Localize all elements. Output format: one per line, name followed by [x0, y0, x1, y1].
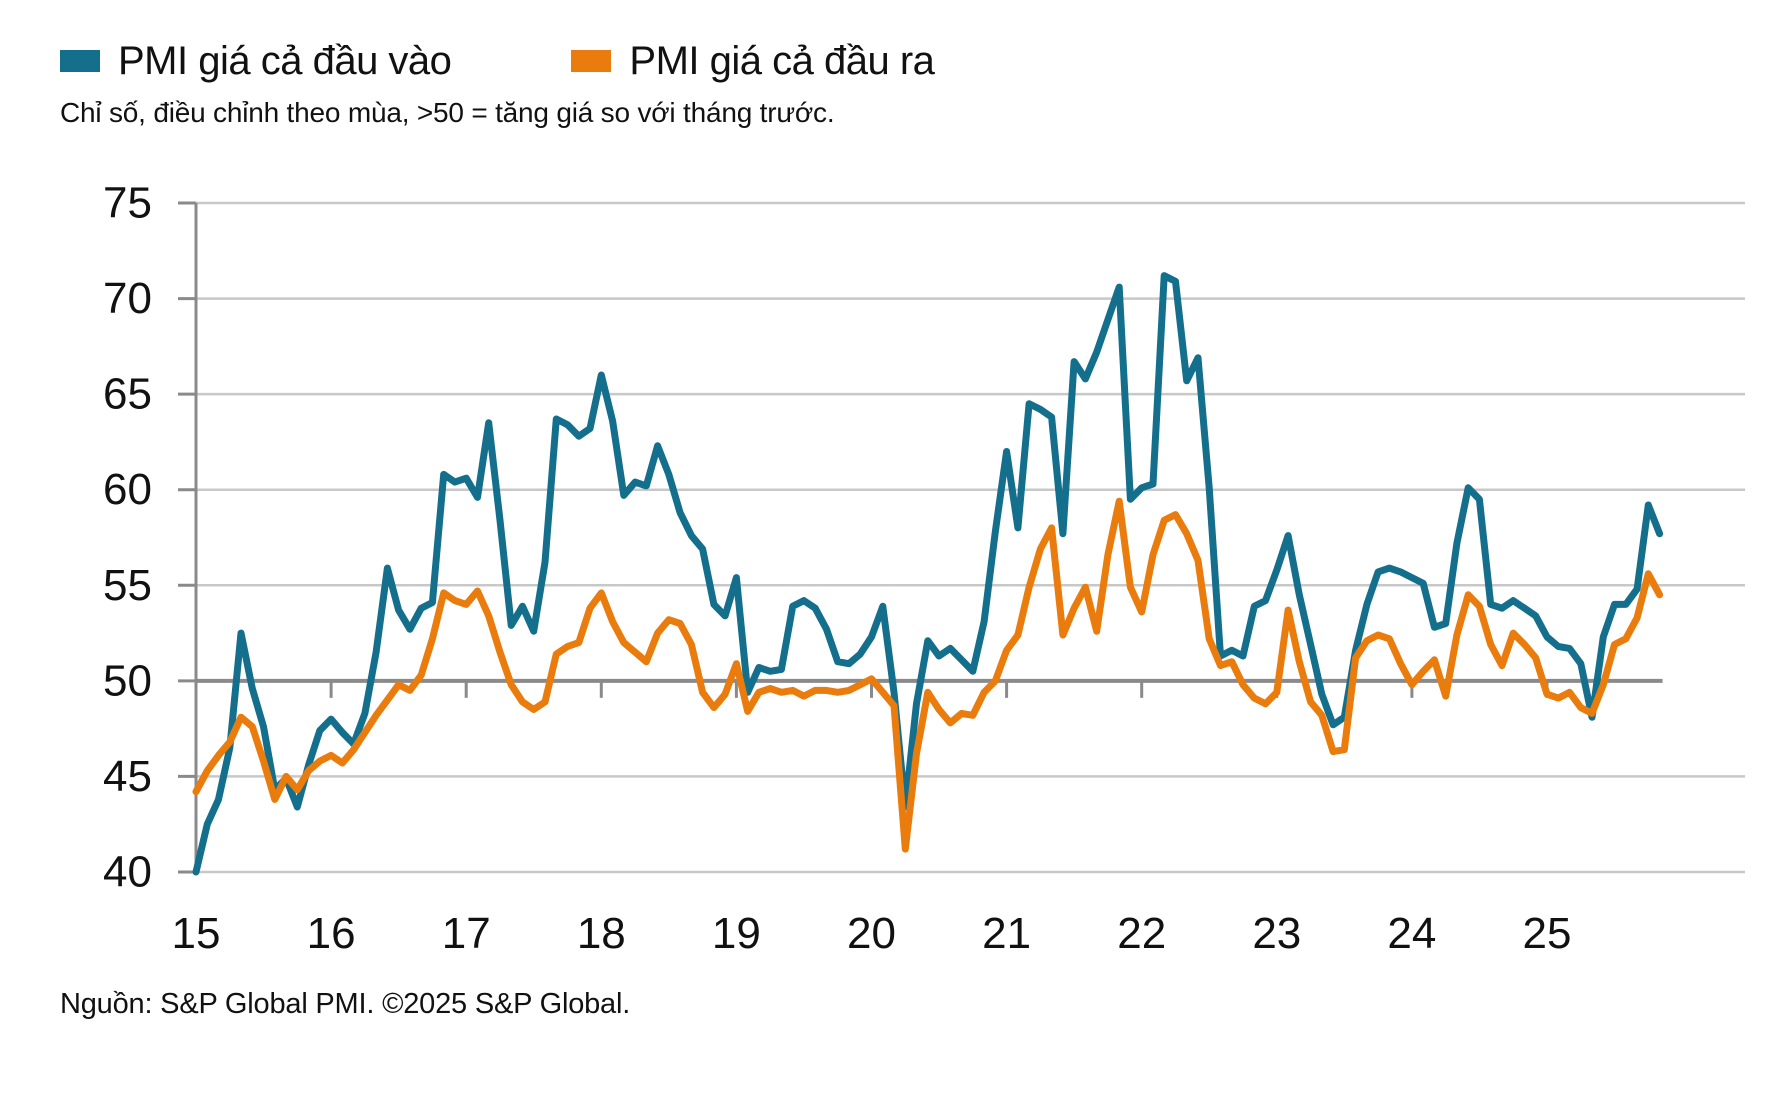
svg-text:17: 17	[442, 909, 491, 958]
output-series-swatch	[571, 50, 612, 72]
svg-text:20: 20	[847, 909, 896, 958]
source-note: Nguồn: S&P Global PMI. ©2025 S&P Global.	[60, 988, 631, 1020]
svg-text:75: 75	[103, 179, 152, 228]
chart-legend: PMI giá cả đầu vào PMI giá cả đầu ra	[60, 34, 935, 88]
legend-label-output: PMI giá cả đầu ra	[629, 38, 935, 83]
svg-text:25: 25	[1523, 909, 1572, 958]
svg-text:50: 50	[103, 656, 152, 705]
chart-subtitle: Chỉ số, điều chỉnh theo mùa, >50 = tăng …	[60, 97, 835, 128]
legend-item-output: PMI giá cả đầu ra	[571, 38, 935, 84]
legend-item-input: PMI giá cả đầu vào	[60, 38, 452, 84]
svg-text:45: 45	[103, 752, 152, 801]
svg-text:19: 19	[712, 909, 761, 958]
svg-text:40: 40	[103, 848, 152, 897]
svg-text:16: 16	[307, 909, 356, 958]
svg-text:22: 22	[1117, 909, 1166, 958]
svg-text:23: 23	[1252, 909, 1301, 958]
input-series-swatch	[60, 50, 100, 72]
svg-text:55: 55	[103, 561, 152, 610]
svg-text:70: 70	[103, 274, 152, 323]
legend-label-input: PMI giá cả đầu vào	[118, 38, 452, 83]
svg-text:18: 18	[577, 909, 626, 958]
svg-text:24: 24	[1387, 909, 1436, 958]
svg-text:15: 15	[172, 909, 221, 958]
svg-text:65: 65	[103, 370, 152, 419]
svg-text:60: 60	[103, 465, 152, 514]
svg-text:21: 21	[982, 909, 1031, 958]
